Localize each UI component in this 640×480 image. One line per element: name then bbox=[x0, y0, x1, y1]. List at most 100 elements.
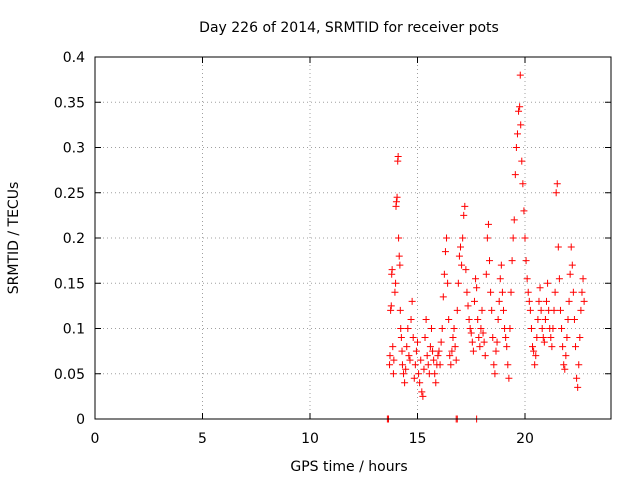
data-point bbox=[477, 325, 485, 332]
data-point bbox=[487, 288, 495, 296]
data-point bbox=[576, 334, 584, 342]
data-point bbox=[519, 180, 527, 188]
data-point bbox=[435, 347, 443, 355]
data-point bbox=[503, 343, 511, 351]
data-point bbox=[445, 315, 453, 323]
data-point bbox=[478, 306, 486, 314]
data-point bbox=[558, 325, 566, 332]
data-point bbox=[544, 279, 552, 287]
data-point bbox=[396, 261, 404, 269]
data-point bbox=[550, 306, 558, 314]
data-point bbox=[423, 352, 431, 360]
data-point bbox=[575, 361, 583, 369]
data-point bbox=[536, 284, 544, 292]
data-point bbox=[516, 71, 524, 79]
data-point bbox=[512, 144, 520, 151]
data-point bbox=[386, 352, 394, 360]
data-point bbox=[415, 370, 423, 378]
data-point bbox=[537, 306, 545, 314]
data-point bbox=[494, 315, 502, 323]
x-axis-label: GPS time / hours bbox=[290, 459, 407, 475]
data-point bbox=[462, 266, 470, 274]
data-point bbox=[507, 288, 515, 296]
y-tick-label: 0.15 bbox=[54, 276, 85, 292]
data-point bbox=[530, 347, 538, 355]
data-point bbox=[496, 275, 504, 283]
data-point bbox=[508, 257, 516, 265]
data-point bbox=[535, 297, 543, 305]
data-point bbox=[492, 347, 500, 355]
data-point bbox=[397, 334, 405, 342]
data-point bbox=[555, 275, 563, 283]
data-point bbox=[475, 334, 483, 342]
data-point bbox=[411, 361, 419, 369]
data-point bbox=[396, 306, 404, 314]
data-point bbox=[522, 257, 530, 265]
data-point bbox=[572, 343, 580, 351]
data-point bbox=[517, 121, 525, 129]
data-point bbox=[469, 347, 477, 355]
data-point bbox=[479, 329, 487, 337]
data-point bbox=[543, 297, 550, 305]
data-point bbox=[459, 234, 467, 242]
data-point bbox=[463, 288, 471, 296]
data-point bbox=[421, 334, 429, 342]
data-point bbox=[474, 315, 482, 323]
data-point bbox=[497, 261, 505, 269]
data-point bbox=[567, 243, 575, 251]
data-point bbox=[470, 297, 478, 305]
data-point bbox=[410, 374, 418, 382]
data-point bbox=[437, 338, 445, 346]
data-point bbox=[574, 383, 582, 391]
data-point bbox=[395, 252, 403, 260]
data-point bbox=[511, 171, 519, 179]
data-point bbox=[389, 370, 397, 378]
data-point bbox=[531, 361, 539, 369]
data-point bbox=[570, 315, 578, 323]
data-point bbox=[427, 325, 435, 332]
data-point bbox=[500, 306, 507, 314]
data-point bbox=[441, 248, 449, 256]
data-point bbox=[392, 279, 400, 287]
data-point bbox=[414, 338, 421, 346]
data-point bbox=[446, 352, 454, 360]
data-point bbox=[393, 193, 401, 201]
data-point bbox=[460, 211, 468, 219]
data-point bbox=[400, 370, 408, 378]
data-point bbox=[516, 103, 524, 111]
data-point bbox=[408, 297, 416, 305]
data-point bbox=[560, 361, 568, 369]
data-point bbox=[490, 361, 498, 369]
data-point bbox=[417, 356, 425, 364]
y-tick-label: 0.3 bbox=[63, 141, 85, 157]
data-point bbox=[505, 374, 513, 382]
data-point bbox=[540, 338, 548, 346]
data-point bbox=[553, 180, 561, 188]
data-point bbox=[466, 325, 474, 332]
data-point bbox=[395, 234, 403, 242]
data-point bbox=[577, 306, 585, 314]
y-tick-label: 0.05 bbox=[54, 367, 85, 383]
data-point bbox=[406, 356, 414, 364]
data-point bbox=[429, 347, 437, 355]
data-point bbox=[452, 356, 460, 364]
x-tick-label: 20 bbox=[516, 431, 534, 447]
data-point bbox=[569, 288, 577, 296]
data-point bbox=[482, 270, 490, 278]
data-point bbox=[422, 315, 430, 323]
data-point bbox=[476, 343, 484, 351]
data-point bbox=[515, 107, 523, 115]
data-point bbox=[573, 374, 581, 382]
data-point bbox=[409, 334, 417, 342]
data-point bbox=[468, 338, 476, 346]
data-point bbox=[578, 288, 586, 296]
axis-ticks: 0 0.05 0.1 0.15 0.2 0.25 0.3 0.35 0.4 0 5 10 15 20 bbox=[54, 50, 611, 447]
data-point bbox=[521, 234, 529, 242]
y-tick-label: 0.2 bbox=[63, 231, 85, 247]
data-point bbox=[387, 306, 395, 314]
data-point bbox=[547, 334, 555, 342]
data-point bbox=[451, 343, 459, 351]
data-point bbox=[504, 361, 512, 369]
data-point bbox=[502, 334, 510, 342]
